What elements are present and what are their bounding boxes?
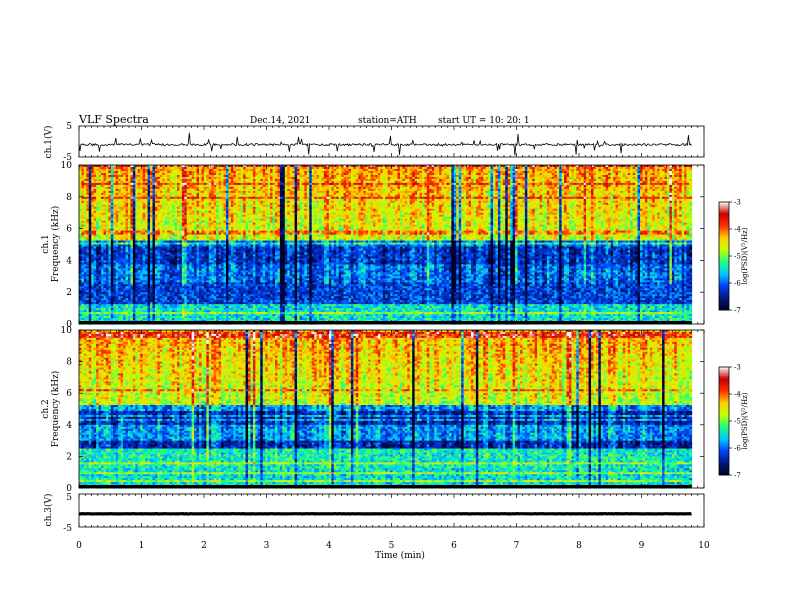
colorbar-tick: -3: [734, 199, 741, 207]
freq-ytick: 2: [66, 452, 72, 462]
time-tick: 3: [264, 541, 270, 551]
ch1-waveform-panel: 5 -5 ch.1(V): [43, 122, 704, 163]
ch3-waveform-panel: 5 -5 ch.3(V): [43, 493, 704, 534]
freq-ytick: 4: [66, 256, 72, 266]
start-time-label: start UT = 10: 20: 1: [438, 116, 530, 126]
colorbar-tick: -7: [734, 472, 741, 480]
freq-ytick: 10: [61, 326, 73, 336]
time-tick: 6: [451, 541, 457, 551]
ch1-ytick-top: 5: [66, 122, 72, 132]
freq-ytick: 6: [66, 389, 72, 399]
freq-ytick: 8: [66, 358, 72, 368]
colorbar-tick: -5: [734, 418, 741, 426]
time-tick: 5: [389, 541, 395, 551]
ch3-ytick-bottom: -5: [63, 524, 72, 534]
ch1-label: ch.1: [41, 234, 51, 253]
freq-ytick: 8: [66, 193, 72, 203]
freq-ytick: 4: [66, 421, 72, 431]
time-tick: 10: [698, 541, 710, 551]
colorbar-label: log(PSD)(V²/Hz): [741, 392, 749, 449]
ch2-label: ch.2: [41, 399, 51, 418]
ch2-spectrogram-image: [79, 330, 692, 489]
figure-title: VLF Spectra: [78, 113, 149, 126]
time-axis-label: Time (min): [375, 550, 425, 561]
freq-ytick: 6: [66, 225, 72, 235]
ch1-waveform-ylabel: ch.1(V): [43, 126, 54, 159]
ch3-waveform-ylabel: ch.3(V): [43, 494, 54, 527]
ch1-frequency-ylabel: Frequency (kHz): [50, 206, 61, 283]
ch1-waveform-line: [79, 133, 692, 156]
ch1-waveform-frame: [79, 126, 704, 157]
time-tick: 2: [201, 541, 207, 551]
colorbar-tick: -5: [734, 253, 741, 261]
time-tick: 1: [139, 541, 145, 551]
time-tick: 4: [326, 541, 332, 551]
ch1-spectrogram-image: [79, 165, 692, 325]
station-label: station=ATH: [358, 116, 417, 126]
date-label: Dec.14, 2021: [250, 116, 311, 126]
time-tick: 8: [576, 541, 582, 551]
freq-ytick: 10: [61, 161, 73, 171]
freq-ytick: 2: [66, 288, 72, 298]
ch2-frequency-ylabel: Frequency (kHz): [50, 371, 61, 448]
colorbar-tick: -7: [734, 307, 741, 315]
time-tick: 9: [639, 541, 645, 551]
colorbar-tick: -3: [734, 364, 741, 372]
colorbar-label: log(PSD)(V²/Hz): [741, 227, 749, 284]
ch3-ytick-top: 5: [66, 493, 72, 503]
time-tick: 0: [76, 541, 82, 551]
time-tick: 7: [514, 541, 520, 551]
ch3-waveform-frame: [79, 494, 704, 527]
